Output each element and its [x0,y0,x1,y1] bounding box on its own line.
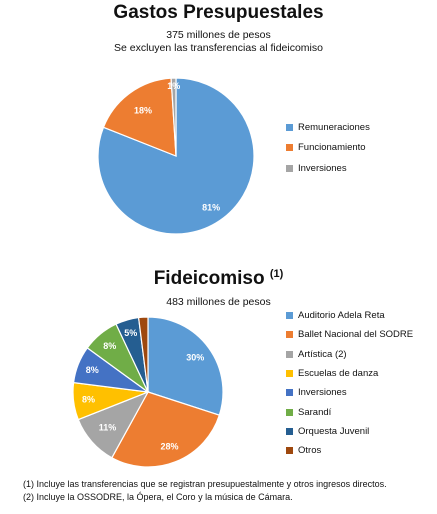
chart2-legend-item: Otros [286,441,413,460]
footnote-2: (2) Incluye la OSSODRE, la Ópera, el Cor… [23,492,293,502]
chart2-data-label-4: 8% [86,365,99,375]
chart1-subtitle-2: Se excluyen las transferencias al fideic… [114,42,323,54]
chart2-slice-1 [111,391,221,468]
chart1-legend-label: Inversiones [298,162,347,174]
chart1-legend-label: Funcionamiento [298,142,366,154]
chart1-data-label-1: 18% [134,106,152,116]
chart1-legend-item: Remuneraciones [286,117,370,138]
chart2-legend-label: Artística (2) [298,348,347,360]
chart2-legend-swatch [286,331,293,339]
chart2-legend-label: Otros [298,445,322,457]
chart2-data-label-2: 11% [99,423,117,433]
chart2-legend-label: Auditorio Adela Reta [298,310,385,322]
footnotes: (1) Incluye las transferencias que se re… [23,478,387,504]
chart2-legend-swatch [286,389,293,397]
chart2-data-label-5: 8% [103,341,116,351]
chart2-data-label-1: 28% [160,441,178,451]
chart2-subtitle: 483 millones de pesos [166,296,271,308]
chart2-legend-item: Auditorio Adela Reta [286,306,413,325]
chart2-data-label-6: 5% [124,328,137,338]
chart1-legend-swatch [286,123,293,131]
chart2-legend-item: Sarandí [286,402,413,421]
chart2-legend-label: Ballet Nacional del SODRE [298,329,414,341]
chart2-legend: Auditorio Adela Reta Ballet Nacional del … [286,306,413,460]
chart2-legend-label: Orquesta Juvenil [298,425,370,437]
chart1-data-label-0: 81% [202,203,220,213]
chart2-legend-item: Orquesta Juvenil [286,422,413,441]
chart2-legend-swatch [286,350,293,358]
chart2-title-note: (1) [269,268,284,280]
chart1-legend-swatch [286,164,293,172]
chart1-legend: Remuneraciones Funcionamiento Inversiones [286,117,370,179]
chart2-title: Fideicomiso [153,268,265,289]
chart2-legend-swatch [286,312,293,320]
chart1-legend-label: Remuneraciones [298,121,370,133]
chart2-legend-item: Inversiones [286,383,413,402]
footnote-1: (1) Incluye las transferencias que se re… [23,479,387,489]
chart2-legend-swatch [286,447,293,455]
chart2-legend-swatch [286,408,293,416]
chart2-legend-item: Escuelas de danza [286,364,413,383]
chart2-legend-swatch [286,370,293,378]
chart2-legend-label: Inversiones [298,387,347,399]
chart2-legend-label: Escuelas de danza [298,368,379,380]
chart1-subtitle-1: 375 millones de pesos [166,29,271,41]
chart2-legend-item: Ballet Nacional del SODRE [286,325,413,344]
chart2-legend-item: Artística (2) [286,345,413,364]
chart1-slice-2 [170,77,177,157]
chart1-legend-item: Inversiones [286,158,370,179]
chart1-legend-swatch [286,144,293,152]
chart2-data-label-0: 30% [186,353,204,363]
chart1-data-label-2: 1% [167,81,180,91]
chart2-legend-swatch [286,427,293,435]
chart2-slice-0 [147,316,224,416]
chart2-legend-label: Sarandí [298,406,332,418]
chart1-legend-item: Funcionamiento [286,138,370,159]
chart1-slice-0 [97,77,255,235]
chart2-data-label-3: 8% [82,395,95,405]
chart2-title-block: Fideicomiso (1) [0,268,437,290]
chart2-slice-7 [137,316,149,393]
chart1-slice-1 [102,77,177,157]
chart1-title: Gastos Presupuestales [113,2,324,23]
